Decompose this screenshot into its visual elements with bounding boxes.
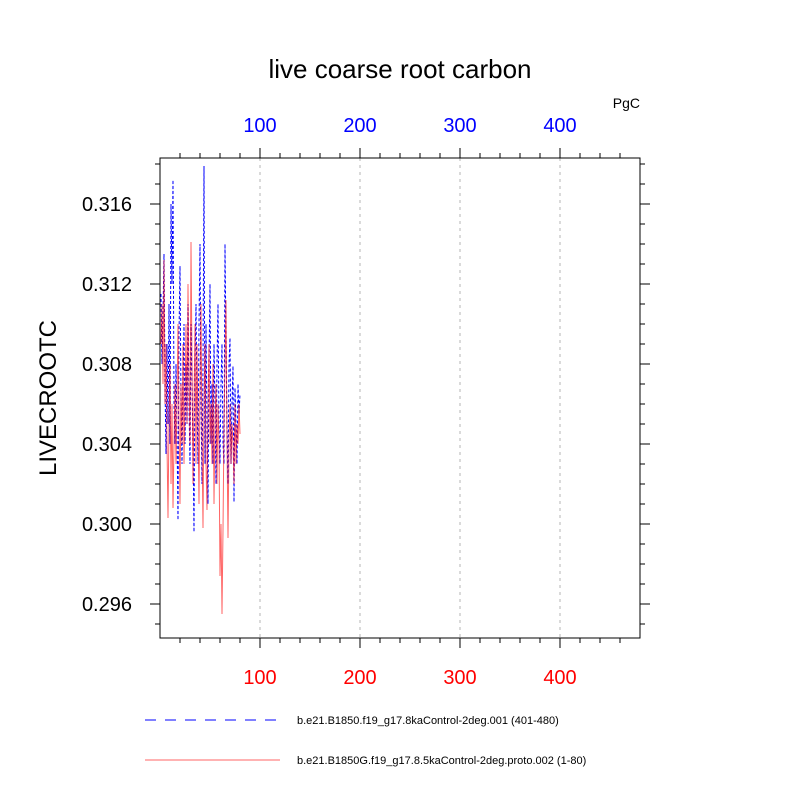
- axis-ticks: [150, 148, 650, 648]
- grid-lines: [259, 158, 561, 638]
- y-tick-label: 0.316: [82, 194, 132, 216]
- units-label: PgC: [613, 95, 640, 111]
- x-tick-label-bottom: 400: [543, 667, 576, 689]
- y-axis-label: LIVECROOTC: [35, 320, 62, 476]
- y-tick-label: 0.312: [82, 274, 132, 296]
- series-line-red: [160, 241, 241, 615]
- legend-label: b.e21.B1850.f19_g17.8kaControl-2deg.001 …: [297, 715, 559, 727]
- x-tick-label-bottom: 200: [343, 667, 376, 689]
- y-tick-label: 0.304: [82, 434, 132, 456]
- x-tick-label-top: 400: [543, 115, 576, 137]
- x-tick-label-top: 100: [243, 115, 276, 137]
- x-tick-label-bottom: 300: [443, 667, 476, 689]
- x-tick-label-bottom: 100: [243, 667, 276, 689]
- y-tick-label: 0.308: [82, 354, 132, 376]
- tick-labels: 100 100 200 200 300 300 400 400 0.296 0.300 0.304 0…: [82, 115, 577, 689]
- chart-title: live coarse root carbon: [268, 54, 531, 84]
- y-tick-label: 0.300: [82, 514, 132, 536]
- x-tick-label-top: 300: [443, 115, 476, 137]
- y-tick-label: 0.296: [82, 594, 132, 616]
- x-tick-label-top: 200: [343, 115, 376, 137]
- series-layer: [160, 165, 241, 615]
- legend: b.e21.B1850.f19_g17.8kaControl-2deg.001 …: [145, 715, 586, 767]
- legend-label: b.e21.B1850G.f19_g17.8.5kaControl-2deg.p…: [297, 755, 586, 767]
